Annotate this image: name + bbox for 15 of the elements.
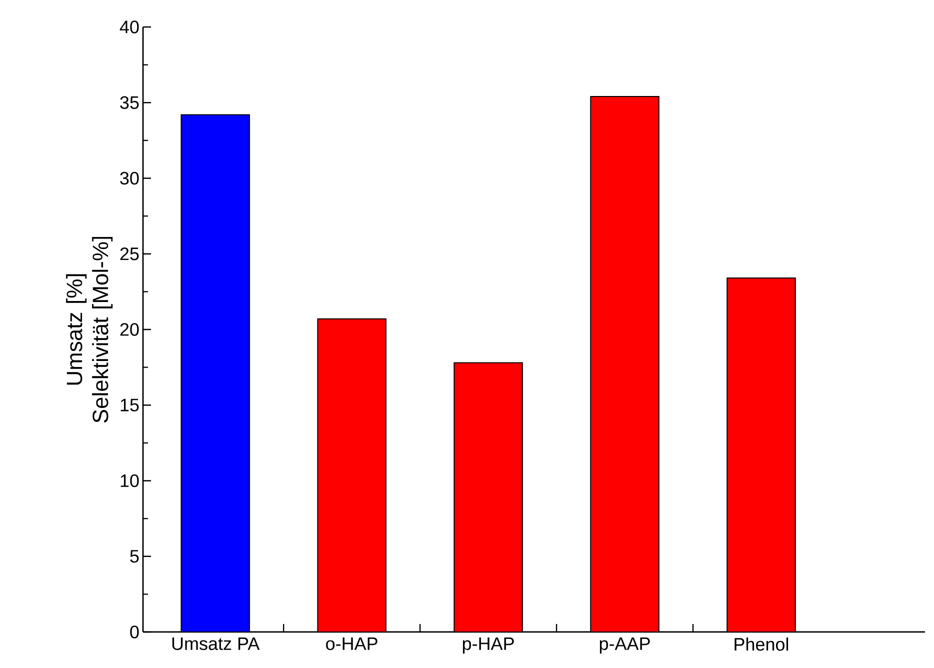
x-tick-label: p-HAP xyxy=(462,638,514,654)
y-tick-label: 5 xyxy=(130,550,139,563)
x-tick-label: Umsatz PA xyxy=(172,638,260,650)
y-tick-label: 20 xyxy=(120,323,139,336)
x-tick-label: Phenol xyxy=(734,638,788,651)
y-tick-label: 30 xyxy=(120,172,139,185)
y-tick-label: 0 xyxy=(130,626,139,638)
x-tick-label: o-HAP xyxy=(326,638,378,650)
y-tick-label: 40 xyxy=(120,20,139,34)
y-tick-label: 10 xyxy=(120,474,139,488)
y-axis-title: Umsatz [%] Selektivität [Mol-%] xyxy=(66,236,113,423)
x-tick-label: p-AAP xyxy=(600,638,650,654)
y-tick-label: 35 xyxy=(120,96,139,109)
y-tick-label: 15 xyxy=(120,398,139,412)
y-tick-label: 25 xyxy=(120,247,139,260)
